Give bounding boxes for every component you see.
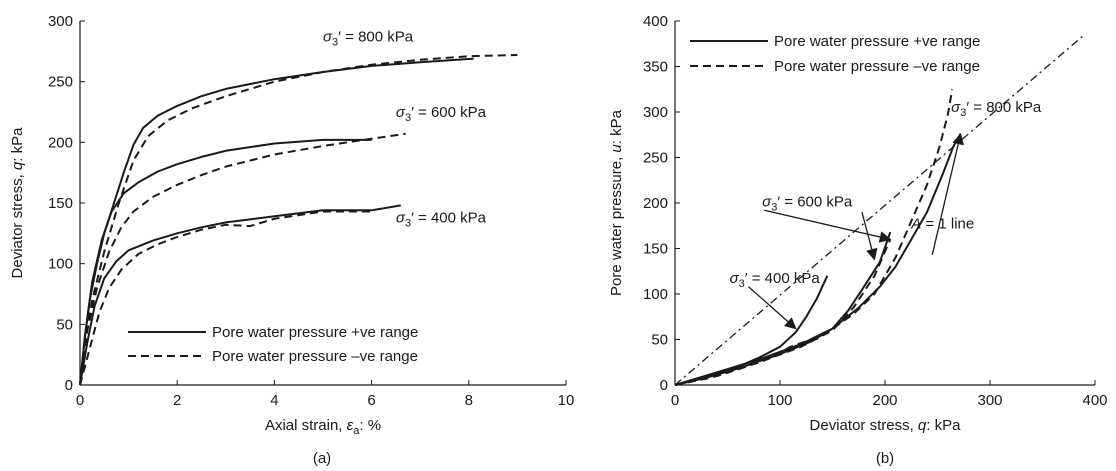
annotation-label: σ3′ = 600 kPa [762,194,853,214]
annotation-label: σ3′ = 400 kPa [730,270,821,290]
series-line-dashed-800-kpa [79,54,518,386]
x-tick-label: 0 [671,392,679,409]
x-tick-label: 300 [977,392,1002,409]
annotation-arrow [861,211,878,261]
series-line-solid-400-kpa [674,275,829,386]
annotation-label: σ3′ = 400 kPa [396,209,487,229]
y-axis-label-a: Deviator stress, q: kPa [9,127,26,279]
y-tick-label: 50 [56,316,73,333]
y-tick-label: 250 [643,150,668,167]
y-tick-label: 200 [643,195,668,212]
annotation-label: A = 1 line [910,215,974,232]
annotation-label: σ3′ = 800 kPa [951,99,1042,119]
series-line-dashed-400-kpa [79,210,372,386]
y-tick-label: 300 [48,13,73,30]
x-axis-label-a: Axial strain, εa: % [265,417,381,437]
series-line-solid-600-kpa [674,231,892,386]
annotation-label: σ3′ = 800 kPa [323,29,414,49]
series-line-dashed-600-kpa [79,132,406,386]
y-tick-label: 350 [643,59,668,76]
series-line-dashed-800-kpa [674,89,954,386]
annotation-arrow [748,286,797,330]
annotation-arrow [764,209,892,243]
x-axis-label-b: Deviator stress, q: kPa [810,417,962,434]
y-tick-label: 300 [643,104,668,121]
x-tick-label: 6 [367,392,375,409]
y-tick-label: 150 [643,241,668,258]
panel-label-b: (b) [876,450,894,467]
x-tick-label: 2 [173,392,181,409]
chart-panel-b: 0 100 200 300 400 0 50 100 150 200 250 300 350 400 Dev… [608,13,1108,467]
x-tick-label: 0 [76,392,84,409]
y-tick-label: 250 [48,74,73,91]
panel-label-a: (a) [313,450,331,467]
x-tick-label: 8 [465,392,473,409]
y-tick-label: 0 [660,377,668,394]
a-equals-1-reference-line [674,34,1085,386]
x-tick-label: 200 [872,392,897,409]
series-line-solid-600-kpa [79,138,372,386]
y-tick-label: 200 [48,134,73,151]
y-tick-label: 0 [65,377,73,394]
x-tick-label: 4 [270,392,278,409]
annotation-arrow [931,132,964,256]
legend-label: Pore water pressure –ve range [774,58,980,75]
x-tick-label: 400 [1082,392,1107,409]
y-tick-label: 100 [643,286,668,303]
legend-label: Pore water pressure +ve range [212,324,418,341]
x-tick-label: 100 [767,392,792,409]
y-tick-label: 100 [48,256,73,273]
x-tick-label: 10 [558,392,575,409]
series-line-dashed-600-kpa [674,239,892,386]
y-axis-label-b: Pore water pressure, u: kPa [608,109,625,296]
series-line-solid-800-kpa [674,133,962,386]
series-line-solid-400-kpa [79,204,401,386]
annotation-label: σ3′ = 600 kPa [396,104,487,124]
y-tick-label: 50 [651,332,668,349]
legend-label: Pore water pressure –ve range [212,348,418,365]
legend-label: Pore water pressure +ve range [774,33,980,50]
y-tick-label: 400 [643,13,668,30]
y-tick-label: 150 [48,195,73,212]
